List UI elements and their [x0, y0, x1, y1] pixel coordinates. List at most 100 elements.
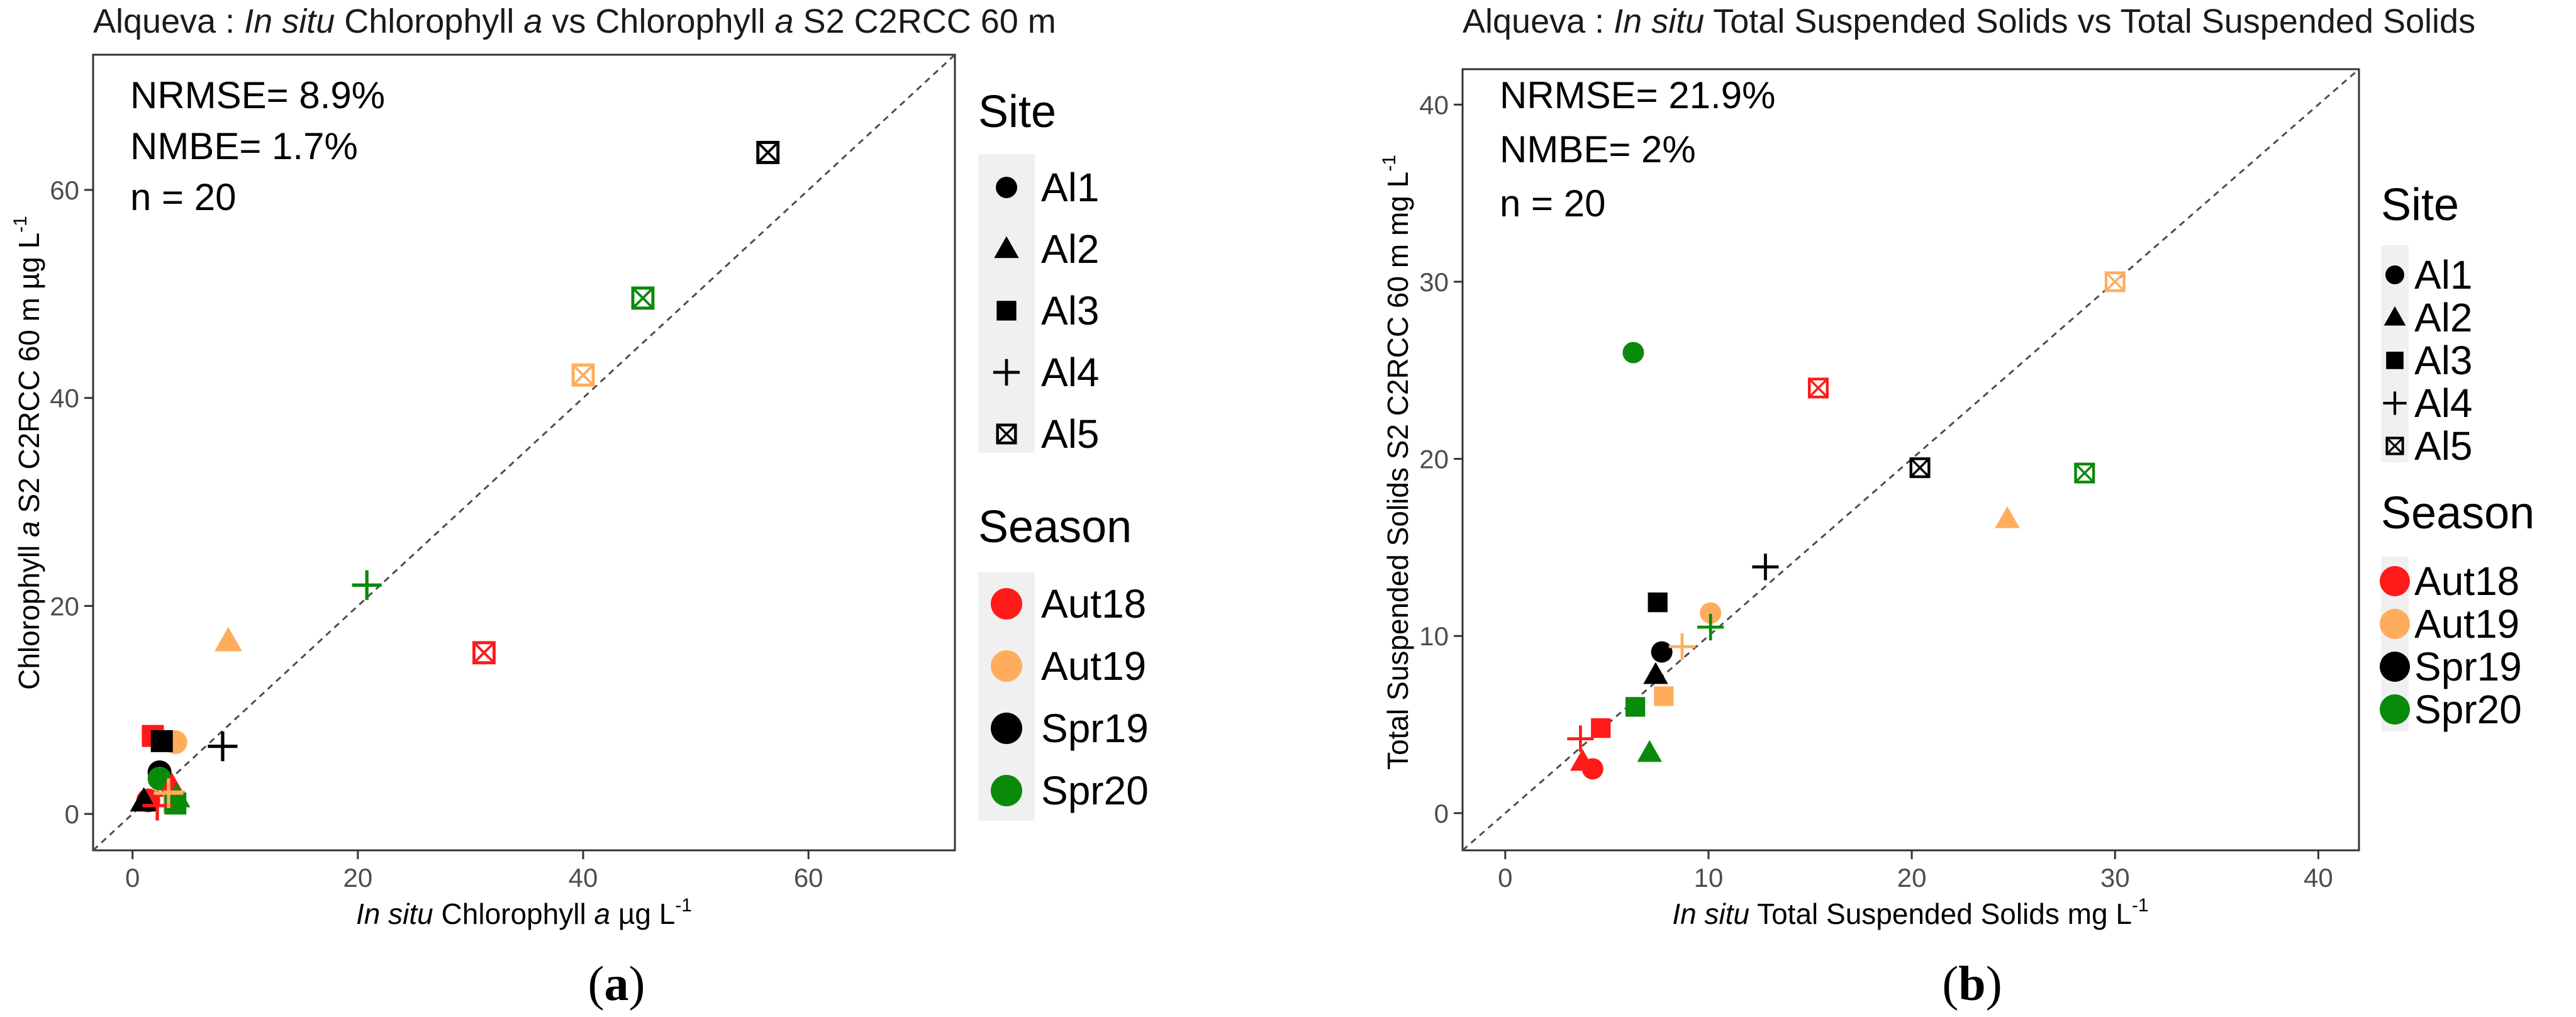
legend-a-label-al3: Al3 [1041, 288, 1100, 333]
point-b-al5-aut19 [2104, 271, 2126, 292]
point-b-al4-aut19 [1668, 633, 1696, 660]
legend-b-key-spr19 [2380, 652, 2410, 682]
legend-b-label-spr19: Spr19 [2414, 644, 2522, 689]
point-a-al5-spr20 [631, 286, 655, 310]
legend-b-key-aut18 [2380, 566, 2410, 596]
legend-a-label-aut19: Aut19 [1041, 643, 1146, 689]
point-b-al1-spr20 [1622, 342, 1644, 364]
point-a-al2-aut19 [214, 626, 242, 652]
legend-a-label-al4: Al4 [1041, 350, 1100, 395]
legend-b-key-al3 [2386, 352, 2404, 369]
panel-a: Alqueva : In situ Chlorophyll a vs Chlor… [10, 3, 1149, 1011]
legend-a-label-al5: Al5 [1041, 411, 1100, 457]
legend-b-key-al5 [2385, 436, 2404, 455]
stat-a-nmbe: NMBE= 1.7% [130, 125, 358, 167]
point-a-al4-spr19 [208, 731, 238, 762]
legend-b-key-spr20 [2380, 694, 2410, 725]
legend-b-key-aut19 [2380, 609, 2410, 639]
point-b-al4-spr19 [1752, 553, 1779, 581]
y-axis-a-label: Chlorophyll a S2 C2RCC 60 m µg L-1 [10, 216, 45, 690]
point-a-al5-aut19 [571, 363, 595, 387]
legend-b-label-al4: Al4 [2414, 381, 2473, 426]
identity-line-a [92, 53, 956, 852]
y-axis-b-label: Total Suspended Solids S2 C2RCC 60 m mg … [1379, 155, 1414, 770]
legend-b-label-al3: Al3 [2414, 338, 2473, 383]
legend-a-key-aut19 [991, 650, 1022, 682]
y-tick-label-b-1: 10 [1419, 621, 1449, 651]
legend-a-key-al1 [996, 177, 1017, 198]
stat-b-nrmse: NRMSE= 21.9% [1500, 74, 1776, 116]
legend-b-label-al5: Al5 [2414, 423, 2473, 469]
legend-b-site-title: Site [2381, 180, 2459, 230]
legend-a-key-al3 [996, 301, 1017, 321]
x-tick-label-a-3: 60 [794, 863, 823, 892]
point-a-al3-spr19 [150, 730, 173, 752]
legend-b-label-aut19: Aut19 [2414, 601, 2519, 647]
stat-a-nrmse: NRMSE= 8.9% [130, 74, 385, 116]
points-a [130, 141, 780, 821]
point-b-al3-spr19 [1648, 592, 1668, 613]
y-tick-label-b-4: 40 [1419, 90, 1449, 119]
x-axis-b-label: In situ Total Suspended Solids mg L-1 [1672, 895, 2148, 930]
legend-a-key-spr19 [991, 713, 1022, 744]
legend-a-season-title: Season [978, 502, 1132, 552]
legend-b-key-al4 [2383, 391, 2407, 415]
panel-b-label: (b) [1942, 956, 2002, 1011]
legend-a: Site Al1 Al2 Al3 Al4 Al5 Season Aut18 Aut19 Sp… [978, 87, 1149, 821]
point-b-al1-spr19 [1651, 641, 1673, 663]
legend-a-key-al5 [996, 423, 1017, 445]
x-axis-a-label: In situ Chlorophyll a µg L-1 [356, 895, 692, 930]
legend-b-label-aut18: Aut18 [2414, 559, 2519, 604]
point-b-al2-aut19 [1995, 506, 2020, 528]
point-b-al3-spr20 [1625, 697, 1646, 717]
y-tick-label-b-2: 20 [1419, 445, 1449, 474]
point-b-al5-spr20 [2074, 462, 2095, 484]
legend-a-label-al1: Al1 [1041, 165, 1100, 210]
point-b-al3-aut18 [1591, 718, 1611, 738]
stat-a-n: n = 20 [130, 176, 237, 218]
x-tick-label-a-0: 0 [125, 863, 140, 892]
legend-b-label-spr20: Spr20 [2414, 687, 2522, 732]
panel-b: Alqueva : In situ Total Suspended Solids… [1379, 3, 2534, 1011]
stat-b-nmbe: NMBE= 2% [1500, 128, 1696, 170]
legend-b-season-title: Season [2381, 488, 2534, 538]
axes-a: 0 0 20 20 40 40 60 60 [50, 175, 823, 892]
chart-b-title: Alqueva : In situ Total Suspended Solids… [1463, 3, 2475, 40]
y-tick-label-a-0: 0 [65, 799, 79, 829]
legend-a-key-al2 [994, 236, 1019, 258]
legend-b-key-al1 [2385, 265, 2404, 284]
legend-b-label-al1: Al1 [2414, 252, 2473, 297]
point-b-al2-spr20 [1637, 740, 1662, 762]
plot-a-frame [92, 53, 956, 852]
y-tick-label-b-0: 0 [1434, 799, 1449, 828]
y-tick-label-a-2: 40 [50, 384, 79, 413]
x-tick-label-a-1: 20 [343, 863, 372, 892]
x-tick-label-b-4: 40 [2304, 863, 2333, 892]
legend-a-label-spr19: Spr19 [1041, 706, 1149, 751]
legend-b-label-al2: Al2 [2414, 295, 2473, 340]
y-tick-label-a-3: 60 [50, 175, 79, 205]
stat-b-n: n = 20 [1500, 182, 1606, 225]
legend-a-label-aut18: Aut18 [1041, 581, 1146, 626]
y-tick-label-a-1: 20 [50, 591, 79, 621]
point-b-al3-aut19 [1654, 686, 1674, 706]
point-b-al5-aut18 [1807, 377, 1829, 399]
point-b-al5-spr19 [1909, 457, 1931, 479]
chart-a-title: Alqueva : In situ Chlorophyll a vs Chlor… [93, 3, 1056, 40]
legend-a-label-spr20: Spr20 [1041, 768, 1149, 813]
legend-a-site-title: Site [978, 87, 1056, 137]
point-b-al4-spr20 [1697, 614, 1724, 641]
x-tick-label-b-3: 30 [2100, 863, 2130, 892]
legend-a-key-al4 [993, 358, 1020, 386]
point-a-al5-aut18 [472, 641, 496, 665]
point-b-al2-spr19 [1643, 662, 1668, 684]
legend-a-label-al2: Al2 [1041, 226, 1100, 272]
y-tick-label-b-3: 30 [1419, 267, 1449, 297]
x-tick-label-b-1: 10 [1694, 863, 1724, 892]
x-tick-label-b-2: 20 [1897, 863, 1927, 892]
axes-b: 0 0 10 10 20 20 30 30 40 40 [1419, 90, 2333, 892]
